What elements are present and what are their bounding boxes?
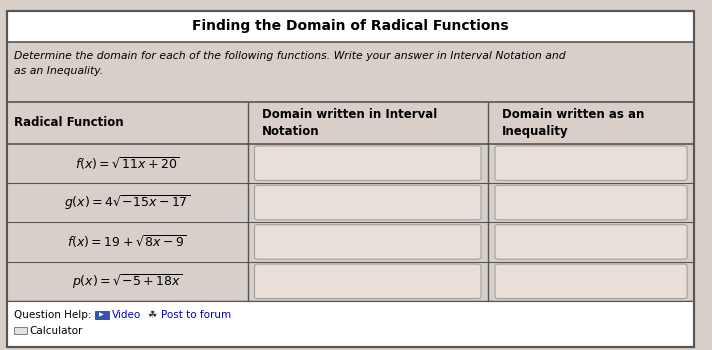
Text: Finding the Domain of Radical Functions: Finding the Domain of Radical Functions — [192, 19, 509, 33]
FancyBboxPatch shape — [7, 10, 694, 346]
Text: Video: Video — [112, 310, 142, 320]
Text: ▶: ▶ — [99, 313, 104, 317]
FancyBboxPatch shape — [254, 225, 481, 259]
Text: ☘: ☘ — [147, 310, 157, 320]
FancyBboxPatch shape — [7, 42, 694, 102]
Text: Domain written as an
Inequality: Domain written as an Inequality — [502, 107, 644, 138]
FancyBboxPatch shape — [14, 327, 26, 334]
FancyBboxPatch shape — [495, 146, 687, 181]
Text: $f(x) = 19 + \sqrt{8x - 9}$: $f(x) = 19 + \sqrt{8x - 9}$ — [68, 233, 187, 250]
Text: $g(x) = 4\sqrt{-15x - 17}$: $g(x) = 4\sqrt{-15x - 17}$ — [64, 193, 191, 212]
FancyBboxPatch shape — [254, 146, 481, 181]
Text: Radical Function: Radical Function — [14, 116, 124, 129]
Text: Question Help:: Question Help: — [14, 310, 92, 320]
FancyBboxPatch shape — [7, 144, 694, 183]
Text: Domain written in Interval
Notation: Domain written in Interval Notation — [261, 107, 436, 138]
Text: $f(x) = \sqrt{11x + 20}$: $f(x) = \sqrt{11x + 20}$ — [75, 155, 179, 172]
FancyBboxPatch shape — [495, 225, 687, 259]
FancyBboxPatch shape — [495, 186, 687, 220]
Text: Calculator: Calculator — [29, 326, 83, 336]
FancyBboxPatch shape — [7, 262, 694, 301]
FancyBboxPatch shape — [7, 222, 694, 262]
Text: Post to forum: Post to forum — [161, 310, 231, 320]
Text: Determine the domain for each of the following functions. Write your answer in I: Determine the domain for each of the fol… — [14, 51, 565, 76]
Text: $p(x) = \sqrt{-5 + 18x}$: $p(x) = \sqrt{-5 + 18x}$ — [72, 272, 182, 291]
FancyBboxPatch shape — [495, 264, 687, 299]
FancyBboxPatch shape — [95, 311, 109, 319]
FancyBboxPatch shape — [7, 102, 694, 144]
FancyBboxPatch shape — [7, 183, 694, 222]
FancyBboxPatch shape — [254, 264, 481, 299]
FancyBboxPatch shape — [254, 186, 481, 220]
